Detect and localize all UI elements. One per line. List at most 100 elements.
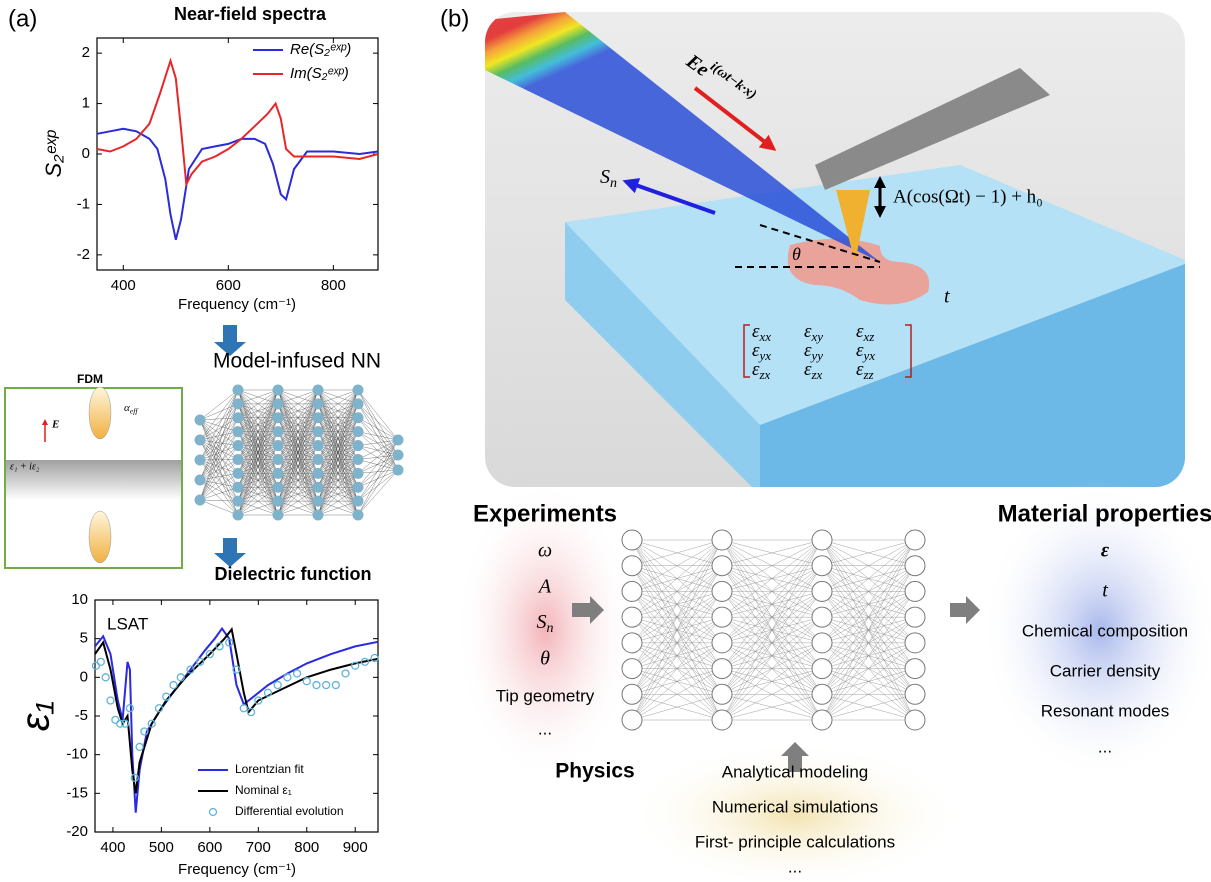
- data-point: [97, 658, 104, 665]
- tensor-sub: yx: [758, 348, 772, 363]
- properties-item: Resonant modes: [1041, 701, 1170, 720]
- nn-node: [712, 659, 732, 679]
- y-tick-label: -2: [77, 246, 90, 263]
- nn-node: [233, 510, 244, 521]
- physics-item: First- principle calculations: [695, 832, 895, 851]
- panel-label: (a): [8, 5, 37, 32]
- nn-node: [195, 455, 206, 466]
- y-tick-label: 5: [80, 630, 88, 647]
- nn-edge: [358, 390, 398, 470]
- nn-node: [233, 496, 244, 507]
- nn-node: [393, 465, 404, 476]
- x-tick-label: 800: [321, 277, 346, 294]
- nn-node: [233, 398, 244, 409]
- nn-edge: [358, 455, 398, 487]
- experiments-item: ...: [538, 719, 552, 738]
- data-point: [332, 682, 339, 689]
- legend-label: Im(S₂ᵉˣᵖ): [290, 65, 349, 82]
- nn-node: [622, 581, 642, 601]
- physics-item: Numerical simulations: [712, 797, 878, 816]
- nn-node: [712, 710, 732, 730]
- experiments-item: ω: [538, 540, 552, 562]
- nn-edge: [358, 404, 398, 470]
- data-point: [284, 674, 291, 681]
- nn-node: [233, 440, 244, 451]
- series-group: [97, 61, 378, 240]
- nn-node: [273, 440, 284, 451]
- tensor-sub: xy: [811, 329, 824, 344]
- scattered-label-sub: n: [610, 176, 617, 191]
- nn-edge: [358, 390, 398, 455]
- data-point: [294, 670, 301, 677]
- nn-node: [712, 633, 732, 653]
- legend-label: Lorentzian fit: [235, 762, 304, 776]
- nn-node: [905, 556, 925, 576]
- data-point: [240, 705, 247, 712]
- data-point: [112, 716, 119, 723]
- scattered-label-symbol: S: [600, 166, 610, 188]
- y-tick-label: -20: [66, 823, 88, 840]
- nn-node: [622, 556, 642, 576]
- nn-node: [313, 510, 324, 521]
- nn-edge: [358, 470, 398, 487]
- nn-node: [233, 426, 244, 437]
- y-tick-label: -5: [75, 707, 88, 724]
- annotation: LSAT: [107, 614, 148, 633]
- nn-node: [313, 385, 324, 396]
- x-tick-label: 500: [149, 839, 174, 856]
- nn-node: [622, 710, 642, 730]
- legend-label: Differential evolution: [235, 804, 344, 818]
- data-point: [323, 682, 330, 689]
- nn-node: [313, 496, 324, 507]
- nn-node: [812, 581, 832, 601]
- legend-marker: [210, 809, 217, 816]
- nn-edge: [200, 404, 238, 500]
- nn-edge: [358, 455, 398, 459]
- nn-node: [712, 556, 732, 576]
- nn-node: [273, 398, 284, 409]
- nn-node: [313, 426, 324, 437]
- tensor-sub: yy: [810, 348, 824, 363]
- tensor-sub: zx: [759, 367, 771, 382]
- substrate-label: ε₁ + iε₂: [10, 461, 40, 472]
- properties-title: Material properties: [998, 500, 1211, 527]
- physics-title: Physics: [555, 760, 634, 783]
- tensor-sub: xx: [759, 329, 772, 344]
- nn-node: [273, 454, 284, 465]
- chart-title: Near-field spectra: [174, 4, 327, 24]
- nn-node: [273, 468, 284, 479]
- nn-node: [712, 607, 732, 627]
- nn-node: [233, 454, 244, 465]
- nn-node: [353, 398, 364, 409]
- nn-node: [353, 454, 364, 465]
- x-tick-label: 600: [216, 277, 241, 294]
- down-arrow: [214, 538, 246, 567]
- y-tick-label: 1: [82, 95, 90, 112]
- tip-motion: A(cos(Ωt) − 1) + h₀: [893, 186, 1043, 207]
- nn-node: [812, 684, 832, 704]
- data-point: [102, 674, 109, 681]
- nn-node: [233, 468, 244, 479]
- panel-label: (b): [440, 5, 469, 32]
- x-tick-label: 400: [100, 839, 125, 856]
- nn-node: [313, 454, 324, 465]
- nn-node: [622, 607, 642, 627]
- data-point: [170, 682, 177, 689]
- properties-item: Chemical composition: [1022, 621, 1188, 640]
- nn-node: [273, 482, 284, 493]
- x-axis-label: Frequency (cm⁻¹): [178, 861, 296, 878]
- nn-node: [353, 510, 364, 521]
- data-point: [107, 697, 114, 704]
- x-tick-label: 400: [111, 277, 136, 294]
- nn-node: [622, 633, 642, 653]
- y-tick-label: -10: [66, 746, 88, 763]
- data-point: [136, 743, 143, 750]
- x-tick-label: 800: [294, 839, 319, 856]
- nn-node: [905, 684, 925, 704]
- nn-edge: [200, 459, 238, 460]
- nn-node: [353, 468, 364, 479]
- nn-edge: [358, 390, 398, 440]
- nn-node: [353, 426, 364, 437]
- data-point: [313, 682, 320, 689]
- nn-node: [273, 426, 284, 437]
